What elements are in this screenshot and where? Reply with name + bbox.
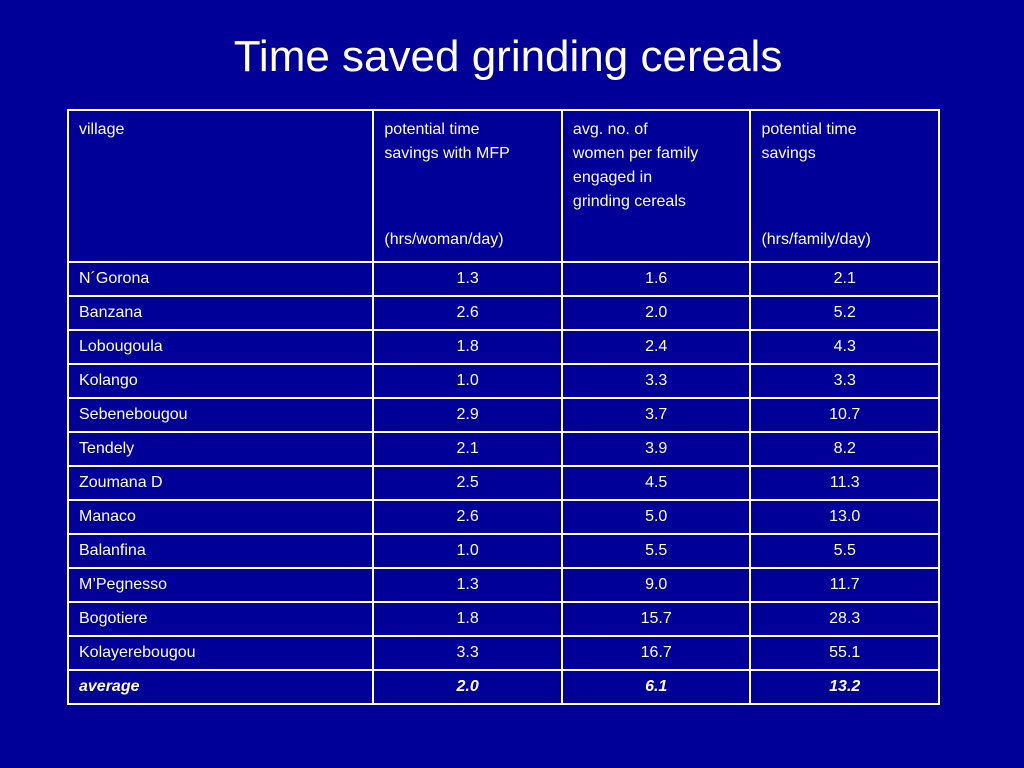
time-per-family-cell: 4.3 [749,329,940,365]
time-savings-table: village potential time savings with MFP … [66,109,940,705]
table-row: Bogotiere 1.8 15.7 28.3 [66,601,940,637]
time-per-family-cell: 5.2 [749,295,940,331]
header-cell-village: village [66,109,375,263]
women-per-family-cell: 5.0 [560,499,752,535]
time-per-family-cell: 28.3 [749,601,940,637]
table-row: Tendely 2.1 3.9 8.2 [66,431,940,467]
time-per-woman-cell: 2.6 [372,295,563,331]
women-per-family-cell: 5.5 [560,533,752,569]
table-row: N´Gorona 1.3 1.6 2.1 [66,261,940,297]
table-row: Zoumana D 2.5 4.5 11.3 [66,465,940,501]
table-header-row: village potential time savings with MFP … [66,109,940,263]
time-per-woman-cell: 1.8 [372,329,563,365]
header-time-per-woman-label: potential time savings with MFP [384,121,510,162]
village-cell: Lobougoula [66,329,375,365]
table-row: Manaco 2.6 5.0 13.0 [66,499,940,535]
time-per-family-cell: 8.2 [749,431,940,467]
time-per-woman-cell: 1.8 [372,601,563,637]
average-label-cell: average [66,669,375,705]
women-per-family-cell: 15.7 [560,601,752,637]
average-women-per-family-cell: 6.1 [560,669,752,705]
women-per-family-cell: 4.5 [560,465,752,501]
time-per-family-cell: 11.3 [749,465,940,501]
women-per-family-cell: 1.6 [560,261,752,297]
village-cell: Banzana [66,295,375,331]
time-per-woman-cell: 2.9 [372,397,563,433]
header-cell-time-per-family: potential time savings (hrs/family/day) [749,109,940,263]
header-cell-time-per-woman: potential time savings with MFP (hrs/wom… [372,109,563,263]
table-row: Balanfina 1.0 5.5 5.5 [66,533,940,569]
women-per-family-cell: 16.7 [560,635,752,671]
header-time-per-family-label: potential time savings [761,121,857,162]
time-per-family-cell: 10.7 [749,397,940,433]
time-per-family-cell: 11.7 [749,567,940,603]
time-per-woman-cell: 1.0 [372,363,563,399]
header-village-label: village [79,121,125,138]
women-per-family-cell: 3.7 [560,397,752,433]
time-per-woman-cell: 1.3 [372,261,563,297]
header-women-per-family-label: avg. no. of women per family engaged in … [572,121,699,210]
average-time-per-family-cell: 13.2 [749,669,940,705]
time-per-woman-cell: 1.3 [372,567,563,603]
time-per-woman-cell: 3.3 [372,635,563,671]
village-cell: Tendely [66,431,375,467]
slide-title: Time saved grinding cereals [233,32,783,81]
header-cell-women-per-family: avg. no. of women per family engaged in … [560,109,752,263]
table-row: Kolango 1.0 3.3 3.3 [66,363,940,399]
women-per-family-cell: 3.9 [560,431,752,467]
header-time-per-family-unit: (hrs/family/day) [761,231,871,248]
time-per-family-cell: 2.1 [749,261,940,297]
time-per-woman-cell: 1.0 [372,533,563,569]
table-row: Lobougoula 1.8 2.4 4.3 [66,329,940,365]
time-per-family-cell: 3.3 [749,363,940,399]
time-per-family-cell: 5.5 [749,533,940,569]
women-per-family-cell: 9.0 [560,567,752,603]
time-per-family-cell: 13.0 [749,499,940,535]
header-women-per-family-unit [573,252,740,255]
average-time-per-woman-cell: 2.0 [372,669,563,705]
time-per-woman-cell: 2.1 [372,431,563,467]
village-cell: Zoumana D [66,465,375,501]
village-cell: Bogotiere [66,601,375,637]
village-cell: Kolango [66,363,375,399]
village-cell: N´Gorona [66,261,375,297]
village-cell: M’Pegnesso [66,567,375,603]
header-village-unit [79,252,362,255]
women-per-family-cell: 2.0 [560,295,752,331]
village-cell: Kolayerebougou [66,635,375,671]
table-row: Banzana 2.6 2.0 5.2 [66,295,940,331]
table-row: Sebenebougou 2.9 3.7 10.7 [66,397,940,433]
women-per-family-cell: 3.3 [560,363,752,399]
table-row: Kolayerebougou 3.3 16.7 55.1 [66,635,940,671]
village-cell: Balanfina [66,533,375,569]
village-cell: Sebenebougou [66,397,375,433]
time-per-woman-cell: 2.5 [372,465,563,501]
time-per-woman-cell: 2.6 [372,499,563,535]
header-time-per-woman-unit: (hrs/woman/day) [384,231,504,248]
table-row-average: average 2.0 6.1 13.2 [66,669,940,705]
time-per-family-cell: 55.1 [749,635,940,671]
women-per-family-cell: 2.4 [560,329,752,365]
table-row: M’Pegnesso 1.3 9.0 11.7 [66,567,940,603]
village-cell: Manaco [66,499,375,535]
